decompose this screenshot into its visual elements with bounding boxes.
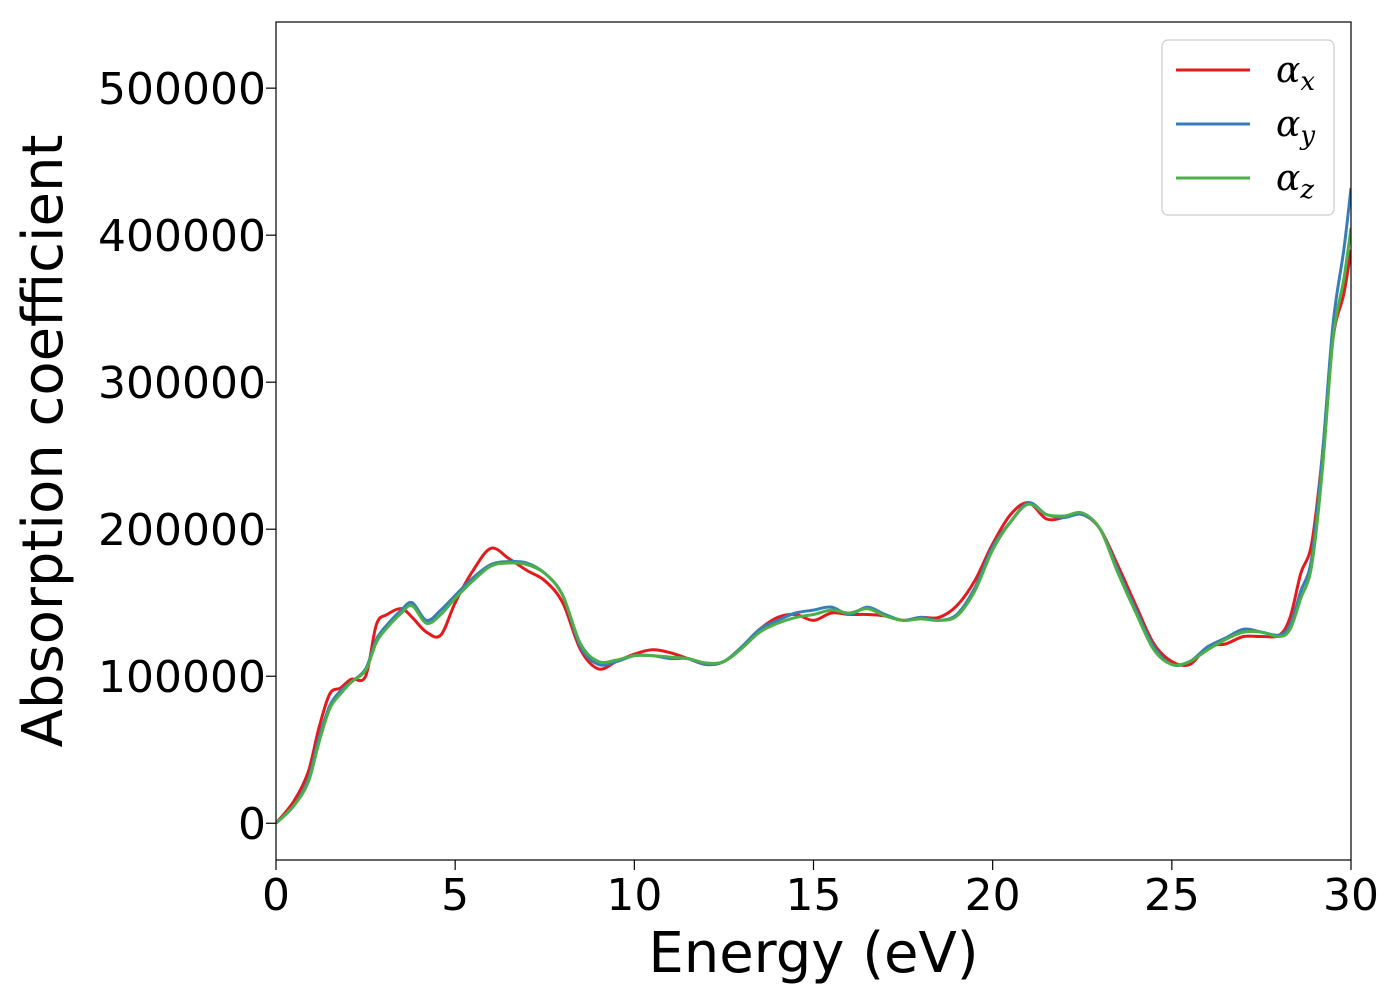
series-line-x <box>276 249 1351 825</box>
x-tick-label: 0 <box>262 870 290 921</box>
y-tick-label: 0 <box>238 799 266 850</box>
series-layer <box>276 187 1351 825</box>
y-axis-title: Absorption coefficient <box>11 135 76 748</box>
y-tick-label: 500000 <box>98 64 266 115</box>
x-axis-title: Energy (eV) <box>648 921 978 986</box>
x-tick-label: 20 <box>965 870 1021 921</box>
y-tick-label: 400000 <box>98 211 266 262</box>
legend-box <box>1161 39 1335 216</box>
x-axis: 0 5 10 15 20 25 30 <box>262 860 1379 921</box>
x-tick-label: 30 <box>1323 870 1379 921</box>
x-tick-label: 10 <box>606 870 662 921</box>
x-tick-label: 25 <box>1144 870 1200 921</box>
y-tick-label: 100000 <box>98 652 266 703</box>
x-tick-label: 15 <box>786 870 842 921</box>
y-tick-label: 200000 <box>98 505 266 556</box>
y-tick-label: 300000 <box>98 358 266 409</box>
x-tick-label: 5 <box>441 870 469 921</box>
legend-label-z: αz <box>1276 158 1314 205</box>
series-line-y <box>276 187 1351 825</box>
series-line-z <box>276 227 1351 825</box>
y-axis: 0 100000 200000 300000 400000 500000 <box>98 64 276 850</box>
